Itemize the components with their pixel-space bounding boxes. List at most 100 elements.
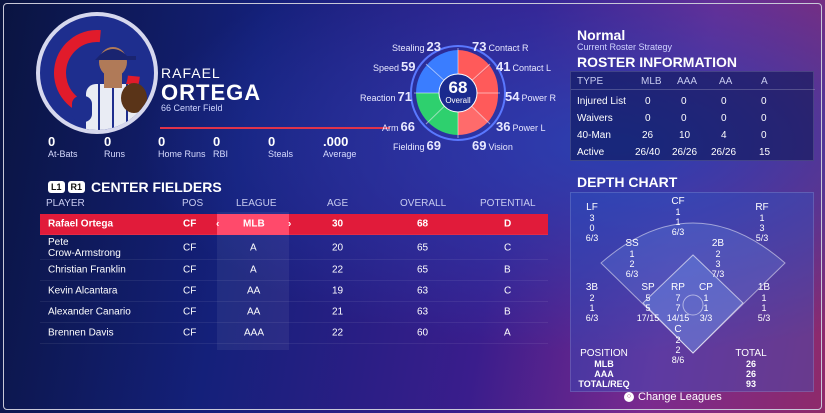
list-title: L1 R1 CENTER FIELDERS [48,179,222,195]
depth-cf[interactable]: CF 1 1 6/3 [671,196,685,238]
row-potential: C [504,285,512,297]
table-row[interactable]: Alexander Canario CF AA 21 63 B [40,302,548,323]
row-pos: CF [183,306,197,318]
roster-strategy-value[interactable]: Normal [577,27,626,43]
depth-sp[interactable]: SP 5 5 17/15 [636,282,660,324]
depth-ss[interactable]: SS 1 2 6/3 [625,238,639,280]
header-overall: OVERALL [400,198,447,209]
l1-button[interactable]: L1 [48,181,65,193]
table-row[interactable]: Kevin Alcantara CF AA 19 63 C [40,281,548,302]
row-age: 21 [332,306,344,318]
row-pos: CF [183,327,197,339]
player-first-name: RAFAEL [161,65,221,81]
depth-rf[interactable]: RF 1 3 5/3 [755,202,769,244]
rating-power-r: 54 Power R [505,89,556,104]
team-logo-portrait [36,12,158,134]
table-row[interactable]: Brennen Davis CF AAA 22 60 A [40,323,548,344]
row-league: AA [247,306,261,318]
header-pos: POS [182,198,204,209]
list-header: PLAYER POS LEAGUE AGE OVERALL POTENTIAL [40,198,548,212]
table-row[interactable]: Christian Franklin CF A 22 65 B [40,260,548,281]
header-divider [160,127,390,129]
row-league: MLB [243,218,265,230]
row-pos: CF [183,285,197,297]
row-overall: 63 [417,285,429,297]
league-next-arrow[interactable]: › [288,218,292,230]
rating-arm: Arm 66 [382,119,415,134]
depth-summary-totals: TOTAL 26 26 93 [735,348,767,390]
row-age: 22 [332,264,344,276]
table-row[interactable]: Pete Crow-Armstrong CF A 20 65 C [40,236,548,260]
rating-fielding: Fielding 69 [393,138,441,153]
r1-button[interactable]: R1 [67,181,86,193]
row-overall: 68 [417,218,429,230]
league-column-highlight [217,212,289,350]
row-potential: D [504,218,512,230]
stat-home-runs: 0 Home Runs [158,134,206,159]
depth-chart-field: LF 3 0 6/3 CF 1 1 6/3 RF 1 3 5/3 SS 1 2 6/3 2B 2 3 7/3 … [570,192,814,392]
player-last-name: ORTEGA [161,80,262,105]
row-player-name: Kevin Alcantara [48,285,118,297]
row-player-name: Alexander Canario [48,306,131,318]
rating-contact-r: 73 Contact R [472,39,529,54]
screen-frame [3,3,822,410]
row-league: A [250,264,257,276]
row-player-name: Pete Crow-Armstrong [48,236,121,259]
stat-steals: 0 Steals [268,134,294,159]
roster-info-title: ROSTER INFORMATION [577,54,737,70]
rating-contact-l: 41 Contact L [496,59,551,74]
rating-power-l: 36 Power L [496,119,546,134]
header-age: AGE [327,198,349,209]
depth-cp[interactable]: CP 1 1 3/3 [699,282,713,324]
player-portrait [72,47,147,130]
overall-label: Overall [445,96,471,105]
row-league: A [250,242,257,253]
player-number-position: 66 Center Field [161,103,223,113]
ratings-wheel [410,45,506,141]
stat-runs: 0 Runs [104,134,126,159]
row-potential: A [504,327,511,339]
row-overall: 65 [417,242,429,253]
depth-3b[interactable]: 3B 2 1 6/3 [585,282,599,324]
depth-lf[interactable]: LF 3 0 6/3 [585,202,599,244]
stat-average: .000 Average [323,134,357,159]
depth-rp[interactable]: RP 7 7 14/15 [666,282,690,324]
change-leagues-label: Change Leagues [638,391,722,403]
header-league: LEAGUE [236,198,277,209]
row-player-name: Rafael Ortega [48,218,114,230]
table-row[interactable]: Rafael Ortega CF ‹ MLB › 30 68 D [40,214,548,235]
depth-chart-title: DEPTH CHART [577,174,678,190]
row-player-name: Brennen Davis [48,327,114,339]
depth-2b[interactable]: 2B 2 3 7/3 [711,238,725,280]
depth-1b[interactable]: 1B 1 1 5/3 [757,282,771,324]
row-player-name: Christian Franklin [48,264,126,276]
overall-rating: 68 [448,78,468,97]
header-potential: POTENTIAL [480,198,536,209]
row-overall: 60 [417,327,429,339]
depth-c[interactable]: C 2 2 8/6 [671,324,685,366]
depth-summary-labels: POSITION MLB AAA TOTAL/REQ [578,348,630,390]
roster-header-row: TYPE MLB AAA AA A [571,73,815,90]
roster-row-waivers: Waivers 0 0 0 0 [577,113,767,124]
roster-row-40man: 40-Man 26 10 4 0 [577,130,767,141]
stat-at-bats: 0 At-Bats [48,134,78,159]
roster-row-injured: Injured List 0 0 0 0 [577,96,767,107]
league-prev-arrow[interactable]: ‹ [216,218,220,230]
rating-speed: Speed 59 [373,59,416,74]
row-age: 22 [332,327,344,339]
row-overall: 65 [417,264,429,276]
row-league: AAA [244,327,265,339]
row-league: AA [247,285,261,297]
rating-vision: 69 Vision [472,138,513,153]
rating-reaction: Reaction 71 [360,89,412,104]
circle-button-icon: ○ [624,392,634,402]
field-diagram [600,222,786,354]
row-age: 19 [332,285,344,297]
row-age: 20 [332,242,344,253]
roster-row-active: Active 26/40 26/26 26/26 15 [577,147,771,158]
stat-rbi: 0 RBI [213,134,229,159]
row-overall: 63 [417,306,429,318]
row-potential: B [504,264,511,276]
change-leagues-button[interactable]: ○ Change Leagues [624,391,722,403]
row-pos: CF [183,218,197,230]
